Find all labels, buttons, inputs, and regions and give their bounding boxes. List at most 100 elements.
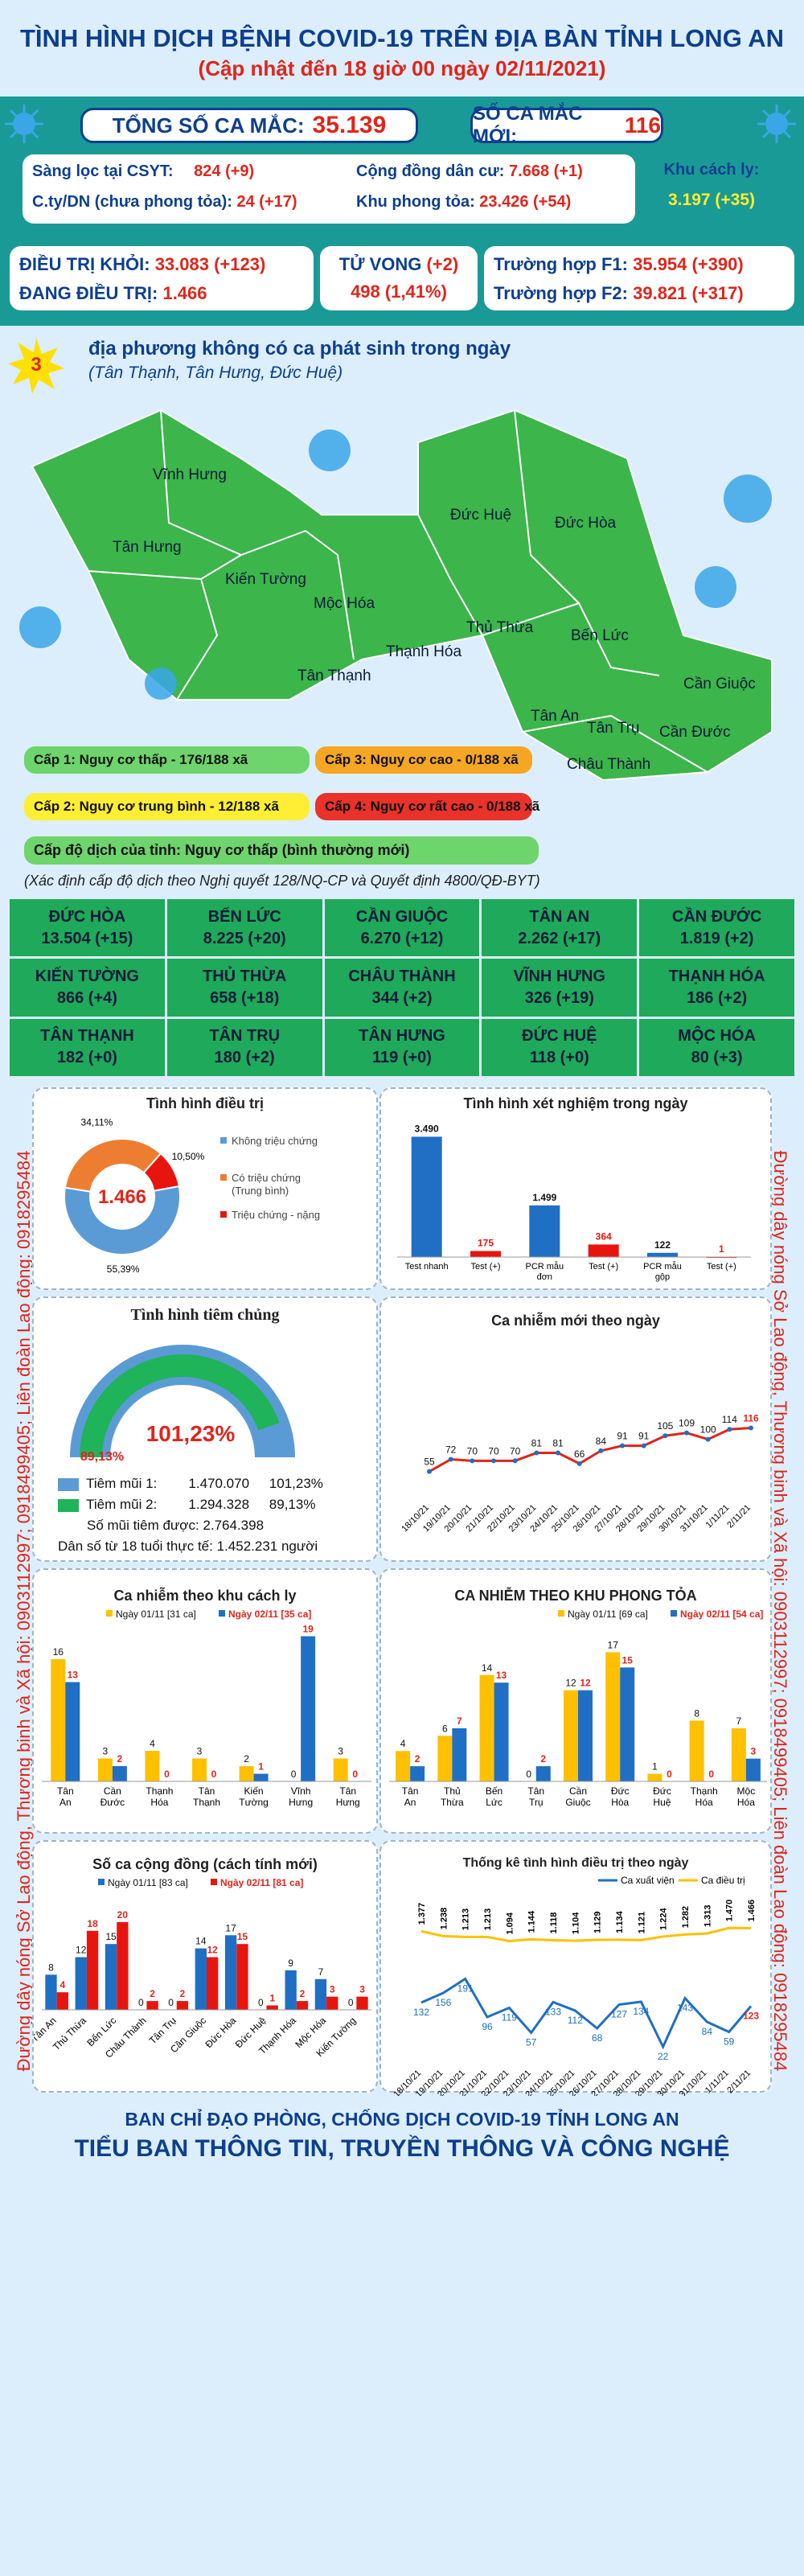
data-point: [662, 1433, 668, 1439]
map-label: Cần Đước: [659, 724, 731, 741]
district-name: THẠNH HÓA: [668, 967, 765, 985]
footer-line-2: TIỂU BAN THÔNG TIN, TRUYỀN THÔNG VÀ CÔNG…: [74, 2135, 730, 2162]
new-cases-box: SỐ CA MẮC MỚI: 116: [470, 103, 663, 147]
x-tick-label: Hóa: [737, 1797, 755, 1808]
isolation-title: Ca nhiễm theo khu cách ly: [113, 1588, 297, 1604]
no-new-title: địa phương không có ca phát sinh trong n…: [88, 338, 511, 359]
page-subtitle: (Cập nhật đến 18 giờ 00 ngày 02/11/2021): [198, 56, 606, 80]
panel-vaccination: Tình hình tiêm chủng 101,23% 89,13% Tiêm …: [32, 1296, 378, 1562]
x-tick-label: 2/11/21: [725, 2069, 753, 2096]
bar-value-label: 2: [244, 1753, 249, 1765]
bar: [236, 1944, 248, 2010]
bar-value-label: 2: [150, 1988, 155, 1999]
map-label: Bến Lức: [571, 627, 629, 644]
bar: [146, 2001, 158, 2010]
total-cases-box: TỔNG SỐ CA MẮC: 35.139: [80, 108, 418, 143]
treatment-pie-chart: 34,11% 10,50% 55,39% 1.466 Không triệu chứng…: [64, 1116, 320, 1275]
x-tick-label: Hưng: [289, 1797, 313, 1808]
x-tick-label: Đức Hòa: [203, 2015, 239, 2050]
gauge-sub-label: 89,13%: [80, 1450, 124, 1464]
bar: [689, 1720, 704, 1781]
data-label: 1.224: [659, 1908, 669, 1930]
bar: [437, 1736, 453, 1781]
x-tick-label: Thạnh: [691, 1785, 718, 1797]
bar-value-label: 2: [300, 1988, 306, 1999]
bar-value-label: 2: [180, 1988, 186, 1999]
data-point: [470, 1458, 475, 1464]
district-name: KIẾN TƯỜNG: [35, 967, 139, 985]
legend-label: Ca xuất viện: [621, 1875, 675, 1886]
district-value: 658 (+18): [210, 988, 280, 1007]
x-tick-label: Bến: [486, 1785, 503, 1797]
x-tick-label: Tân: [199, 1785, 215, 1797]
district-value: 866 (+4): [56, 988, 117, 1007]
bar-value-label: 0: [348, 1997, 354, 2008]
data-label: 1.466: [747, 1900, 757, 1922]
x-tick-label: 2/11/21: [725, 1503, 753, 1530]
district-cell: CẦN ĐƯỚC 1.819 (+2): [639, 899, 794, 957]
district-cell: THỦ THỪA 658 (+18): [166, 959, 322, 1017]
district-name: TÂN TRỤ: [209, 1027, 281, 1046]
data-label: 72: [445, 1444, 457, 1456]
dose2-swatch: [58, 1498, 79, 1512]
data-label: 1.104: [571, 1912, 580, 1934]
data-label: 156: [435, 1997, 451, 2008]
series-line: [420, 1977, 753, 2050]
district-value: 326 (+19): [524, 988, 594, 1007]
bar: [333, 1758, 348, 1781]
data-label: 91: [617, 1431, 628, 1442]
data-label: 191: [457, 1983, 474, 1995]
bar: [192, 1758, 207, 1781]
district-name: BẾN LỨC: [207, 907, 281, 926]
bar-value-label: 3: [330, 1984, 335, 1995]
bar-value-label: 3: [103, 1746, 109, 1757]
x-tick-label: Thạnh: [193, 1797, 220, 1808]
summary-panel: TỔNG SỐ CA MẮC: 35.139 SỐ CA MẮC MỚI: 11…: [0, 97, 804, 326]
district-value: 13.504 (+15): [41, 929, 133, 947]
bar-value-label: 0: [164, 1769, 170, 1780]
legend-swatch: [219, 1610, 225, 1617]
map-label: Kiến Tường: [225, 571, 306, 588]
map-label: Đức Hòa: [555, 515, 617, 532]
vaccination-title: Tình hình tiêm chủng: [130, 1306, 280, 1324]
bar: [207, 1957, 219, 2010]
district-name: TÂN THẠNH: [40, 1027, 134, 1046]
data-label: 1.377: [417, 1903, 427, 1925]
bar-value-label: 12: [207, 1945, 218, 1956]
district-name: TÂN HƯNG: [359, 1027, 445, 1046]
x-tick-label: Hòa: [611, 1797, 629, 1808]
source-box: Sàng lọc tại CSYT: 824 (+9) Cộng đồng dâ…: [23, 154, 635, 224]
x-tick-label: Hóa: [695, 1797, 713, 1808]
district-cell: TÂN TRỤ 180 (+2): [166, 1018, 322, 1076]
bar: [105, 1944, 117, 2010]
bar-value-label: 0: [526, 1769, 531, 1780]
legend-label: Ngày 01/11 [69 ca]: [568, 1608, 648, 1620]
test-value-label: 122: [654, 1239, 671, 1251]
bar-value-label: 0: [258, 1997, 264, 2008]
panel-daily-new: Ca nhiễm mới theo ngày 55 72 70 70 70 81 81 66 8…: [379, 1296, 772, 1562]
bar: [620, 1667, 635, 1781]
level-1: Cấp 1: Nguy cơ thấp - 176/188 xã: [24, 746, 310, 774]
province-map: [19, 409, 773, 780]
pie-value-label: 34,11%: [81, 1116, 113, 1128]
district-cell: KIẾN TƯỜNG 866 (+4): [10, 959, 165, 1017]
bar: [356, 1996, 368, 2010]
bar: [301, 1636, 316, 1781]
bar-value-label: 14: [195, 1936, 207, 1947]
gauge-dose2-arc: [80, 1354, 280, 1457]
legend-label: Triệu chứng - nặng: [232, 1209, 320, 1221]
district-cell: MỘC HÓA 80 (+3): [639, 1018, 794, 1076]
x-tick-label: 1/11/21: [704, 2069, 731, 2096]
vaccination-stats: Tiêm mũi 1: 1.470.070 101,23% Tiêm mũi 2…: [58, 1476, 323, 1554]
lockdown-bar-chart: 4 6 14 0 12 17 1 8 7 Ngày 01/11 [69 ca] 2 7 13 2 12 15 0…: [389, 1608, 767, 1808]
bar-value-label: 17: [608, 1639, 619, 1650]
panel-treatment: Tình hình điều trị 34,11% 10,50% 55,39% 1.4…: [32, 1087, 378, 1290]
community-title: Số ca cộng đồng (cách tính mới): [92, 1856, 318, 1872]
district-cell: CHÂU THÀNH 344 (+2): [324, 959, 480, 1017]
treatment-daily-line-chart: 132 156 191 96 119 57 133 112 68 127 134 22 143 84 59 1…: [392, 1875, 759, 2099]
bar: [535, 1766, 551, 1781]
data-label: 109: [679, 1418, 695, 1429]
test-value-label: 1.499: [532, 1192, 556, 1203]
x-tick-label: Tân: [339, 1785, 356, 1797]
